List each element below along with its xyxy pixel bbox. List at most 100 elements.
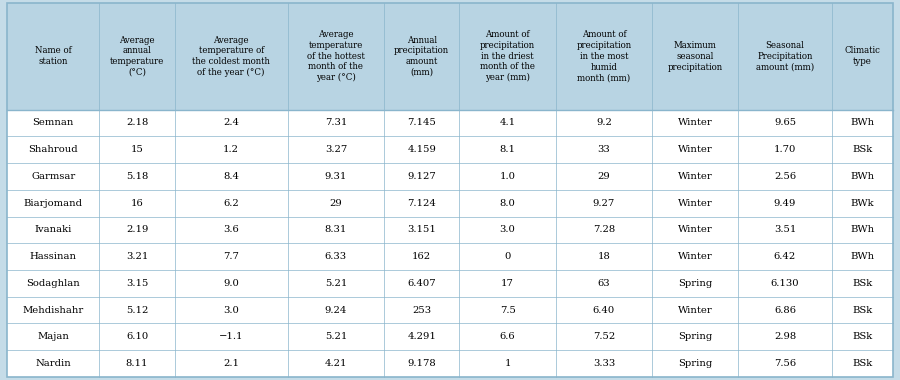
Text: BSk: BSk xyxy=(852,359,873,368)
Text: 6.86: 6.86 xyxy=(774,306,796,315)
Text: 2.4: 2.4 xyxy=(223,119,239,127)
Text: Annual
precipitation
amount
(mm): Annual precipitation amount (mm) xyxy=(394,36,449,77)
Text: Winter: Winter xyxy=(678,172,712,181)
Text: BSk: BSk xyxy=(852,145,873,154)
Text: 7.7: 7.7 xyxy=(223,252,239,261)
Text: 2.19: 2.19 xyxy=(126,225,148,234)
Text: 253: 253 xyxy=(412,306,431,315)
Text: 8.1: 8.1 xyxy=(500,145,516,154)
Text: 9.2: 9.2 xyxy=(596,119,612,127)
Text: 3.6: 3.6 xyxy=(223,225,239,234)
Text: 6.130: 6.130 xyxy=(770,279,799,288)
Text: 2.18: 2.18 xyxy=(126,119,148,127)
Text: Average
annual
temperature
(°C): Average annual temperature (°C) xyxy=(110,36,164,77)
Text: 6.10: 6.10 xyxy=(126,332,148,341)
Text: 9.65: 9.65 xyxy=(774,119,796,127)
Text: 7.31: 7.31 xyxy=(325,119,347,127)
Text: 4.291: 4.291 xyxy=(408,332,436,341)
Text: 3.0: 3.0 xyxy=(223,306,239,315)
Text: Maximum
seasonal
precipitation: Maximum seasonal precipitation xyxy=(668,41,723,71)
Text: Hassinan: Hassinan xyxy=(30,252,76,261)
Text: 6.42: 6.42 xyxy=(774,252,796,261)
Bar xyxy=(7,136,893,163)
Text: 2.56: 2.56 xyxy=(774,172,796,181)
Text: BWk: BWk xyxy=(850,199,874,208)
Text: Shahroud: Shahroud xyxy=(29,145,78,154)
Text: BSk: BSk xyxy=(852,332,873,341)
Text: 4.21: 4.21 xyxy=(325,359,347,368)
Bar xyxy=(7,297,893,323)
Text: 1.0: 1.0 xyxy=(500,172,516,181)
Text: Nardin: Nardin xyxy=(35,359,71,368)
Bar xyxy=(7,109,893,136)
Text: 9.127: 9.127 xyxy=(408,172,436,181)
Text: 1.70: 1.70 xyxy=(774,145,796,154)
Text: 7.52: 7.52 xyxy=(593,332,615,341)
Text: Mehdishahr: Mehdishahr xyxy=(22,306,84,315)
Text: 3.33: 3.33 xyxy=(593,359,615,368)
Text: 5.12: 5.12 xyxy=(126,306,148,315)
Text: Ivanaki: Ivanaki xyxy=(34,225,72,234)
Text: BWh: BWh xyxy=(850,119,875,127)
Bar xyxy=(7,243,893,270)
Text: 33: 33 xyxy=(598,145,610,154)
Text: 6.33: 6.33 xyxy=(325,252,347,261)
Text: 9.49: 9.49 xyxy=(774,199,796,208)
Text: 5.21: 5.21 xyxy=(325,279,347,288)
Bar xyxy=(7,270,893,297)
Text: 8.4: 8.4 xyxy=(223,172,239,181)
Text: Amount of
precipitation
in the driest
month of the
year (mm): Amount of precipitation in the driest mo… xyxy=(480,30,536,82)
Text: Seasonal
Precipitation
amount (mm): Seasonal Precipitation amount (mm) xyxy=(756,41,814,71)
Text: 8.0: 8.0 xyxy=(500,199,516,208)
Bar xyxy=(7,350,893,377)
Text: Winter: Winter xyxy=(678,306,712,315)
Text: Biarjomand: Biarjomand xyxy=(23,199,83,208)
Text: 7.56: 7.56 xyxy=(774,359,796,368)
Text: Name of
station: Name of station xyxy=(35,46,72,66)
Text: Winter: Winter xyxy=(678,119,712,127)
Text: Amount of
precipitation
in the most
humid
month (mm): Amount of precipitation in the most humi… xyxy=(576,30,632,82)
Text: 1.2: 1.2 xyxy=(223,145,239,154)
Text: BWh: BWh xyxy=(850,225,875,234)
Text: 9.27: 9.27 xyxy=(593,199,615,208)
Text: 5.21: 5.21 xyxy=(325,332,347,341)
Text: 2.98: 2.98 xyxy=(774,332,796,341)
Text: Average
temperature of
the coldest month
of the year (°C): Average temperature of the coldest month… xyxy=(193,36,270,77)
Text: 1: 1 xyxy=(504,359,511,368)
Text: 7.28: 7.28 xyxy=(593,225,615,234)
Text: 7.124: 7.124 xyxy=(408,199,436,208)
Bar xyxy=(7,190,893,217)
Bar xyxy=(7,323,893,350)
Text: 16: 16 xyxy=(130,199,143,208)
Text: 4.159: 4.159 xyxy=(408,145,436,154)
Text: 18: 18 xyxy=(598,252,610,261)
Text: BSk: BSk xyxy=(852,279,873,288)
Text: Spring: Spring xyxy=(678,332,712,341)
Text: 0: 0 xyxy=(504,252,511,261)
Text: 29: 29 xyxy=(598,172,610,181)
Text: Winter: Winter xyxy=(678,252,712,261)
Text: Average
temperature
of the hottest
month of the
year (°C): Average temperature of the hottest month… xyxy=(307,30,365,82)
Text: 9.24: 9.24 xyxy=(325,306,347,315)
Text: 3.0: 3.0 xyxy=(500,225,516,234)
Text: 7.5: 7.5 xyxy=(500,306,516,315)
Text: Spring: Spring xyxy=(678,279,712,288)
Text: Garmsar: Garmsar xyxy=(32,172,76,181)
Text: 3.15: 3.15 xyxy=(126,279,148,288)
Text: 3.151: 3.151 xyxy=(408,225,436,234)
Text: 4.1: 4.1 xyxy=(500,119,516,127)
Text: 3.27: 3.27 xyxy=(325,145,347,154)
Text: BWh: BWh xyxy=(850,172,875,181)
Bar xyxy=(7,3,893,109)
Text: BSk: BSk xyxy=(852,306,873,315)
Text: 2.1: 2.1 xyxy=(223,359,239,368)
Text: Sodaghlan: Sodaghlan xyxy=(26,279,80,288)
Text: 9.31: 9.31 xyxy=(325,172,347,181)
Text: 5.18: 5.18 xyxy=(126,172,148,181)
Text: 17: 17 xyxy=(501,279,514,288)
Text: 3.21: 3.21 xyxy=(126,252,148,261)
Bar xyxy=(7,163,893,190)
Text: 7.145: 7.145 xyxy=(408,119,436,127)
Text: −1.1: −1.1 xyxy=(219,332,244,341)
Text: 8.11: 8.11 xyxy=(126,359,148,368)
